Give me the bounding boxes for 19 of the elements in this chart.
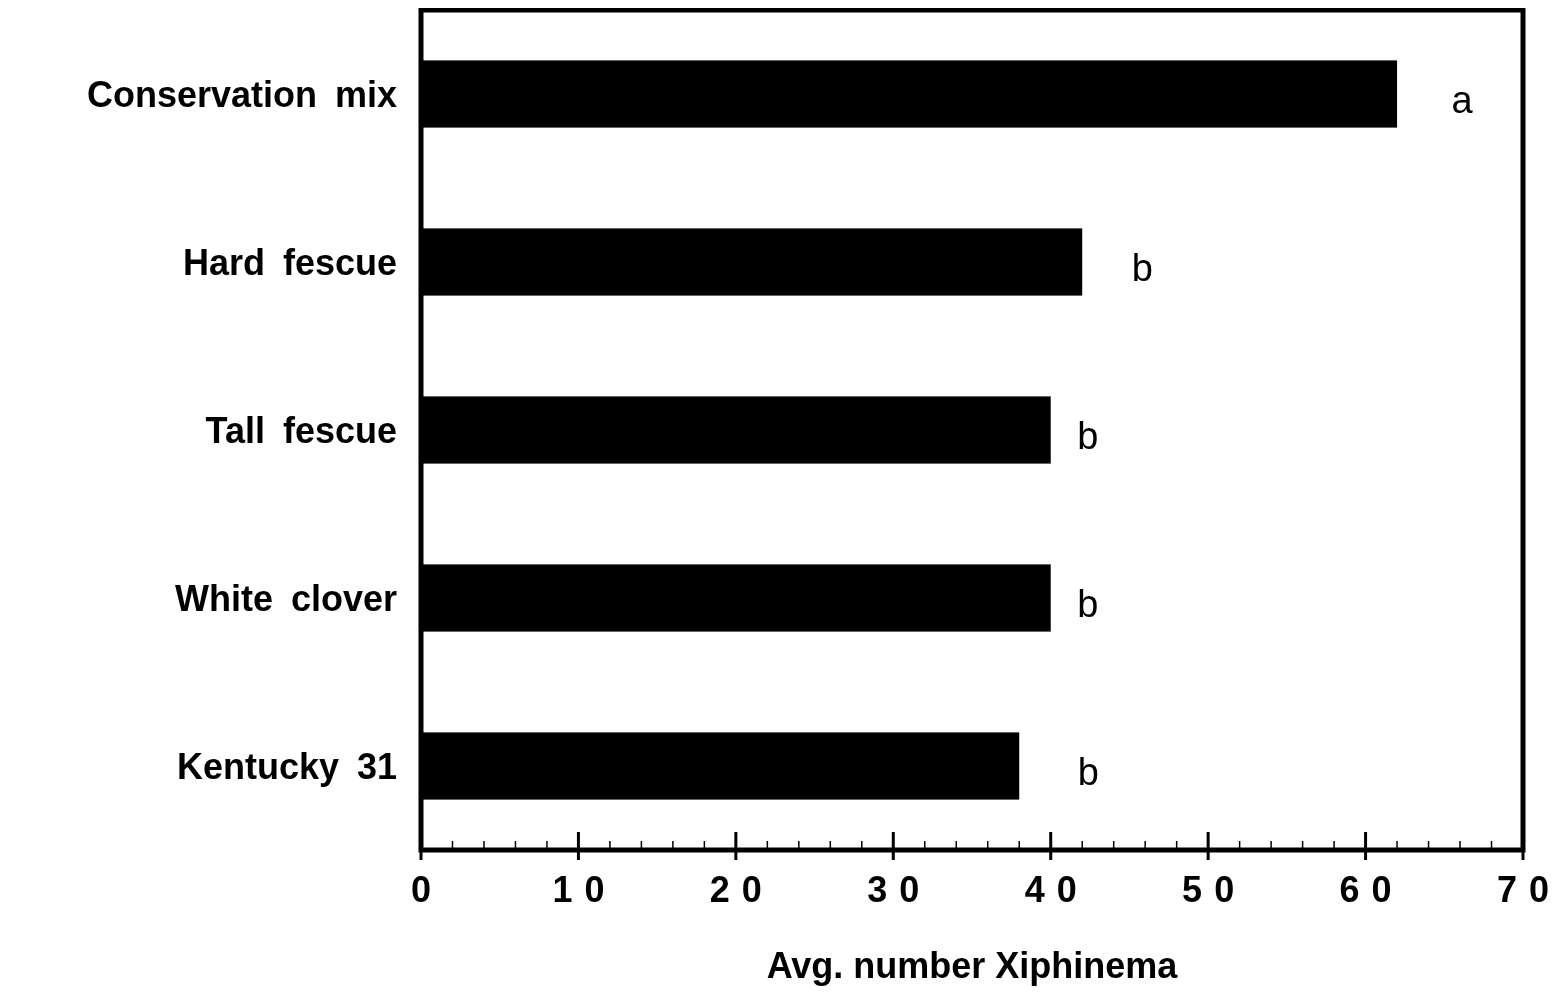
annotation: b (1077, 751, 1099, 794)
y-tick-label: Conservation mix (86, 73, 397, 115)
annotation: b (1077, 583, 1099, 626)
x-tick-label: 0 (410, 869, 444, 910)
x-tick-label: 50 (1182, 869, 1247, 910)
annotation: b (1077, 415, 1099, 458)
y-tick-label: Kentucky 31 (176, 745, 397, 787)
annotation: a (1451, 79, 1474, 122)
annotation: b (1131, 247, 1153, 290)
y-tick-label: Hard fescue (182, 241, 397, 283)
x-tick-label: 40 (1024, 869, 1089, 910)
x-tick-label: 10 (552, 869, 617, 910)
x-axis-title: Avg. number Xiphinema (766, 945, 1179, 986)
y-tick-label: White clover (174, 577, 397, 619)
y-tick-label: Tall fescue (205, 409, 397, 451)
x-tick-label: 70 (1496, 869, 1562, 910)
x-tick-label: 20 (709, 869, 774, 910)
x-tick-label: 60 (1339, 869, 1404, 910)
x-tick-label: 30 (867, 869, 932, 910)
